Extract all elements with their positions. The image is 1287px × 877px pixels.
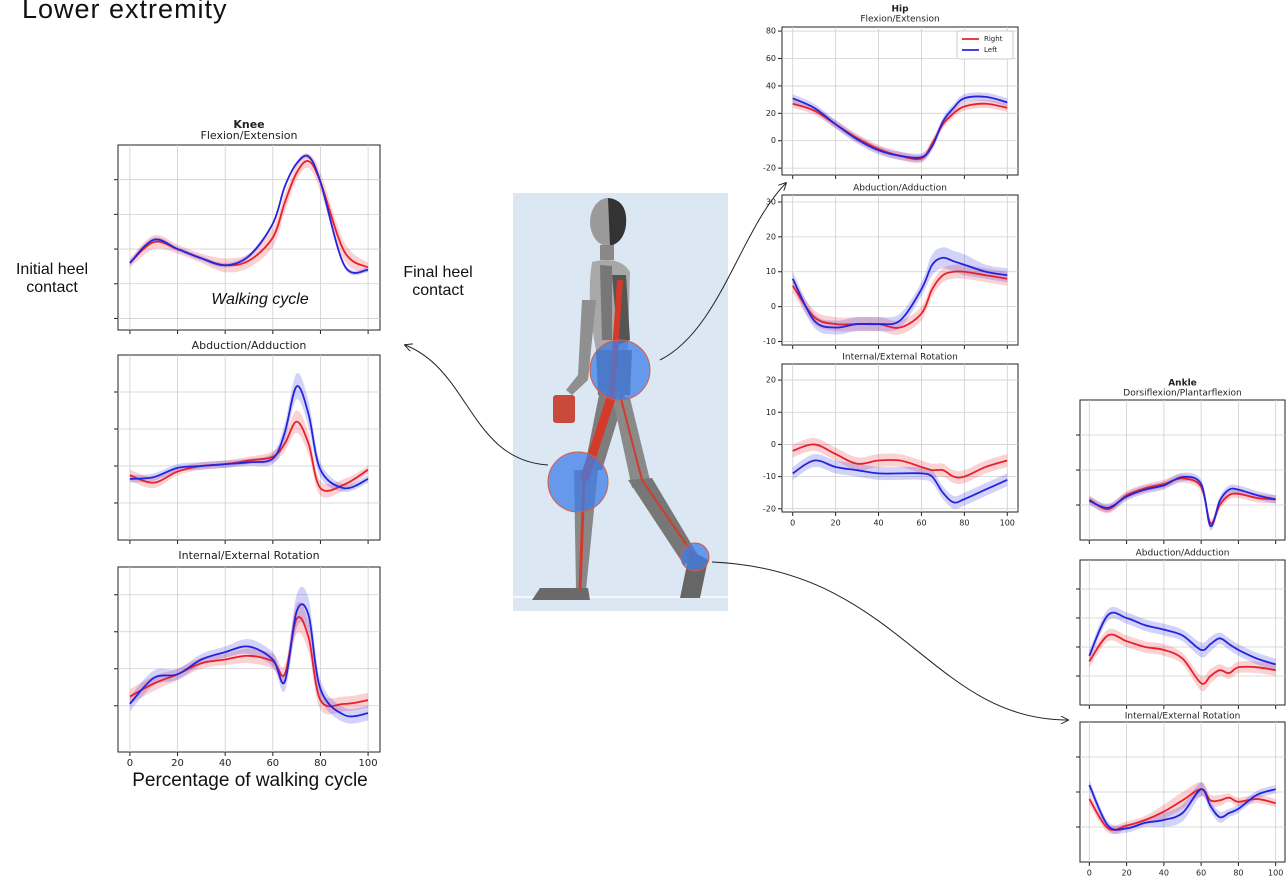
chart-title: Internal/External Rotation [1125,712,1241,722]
x-tick-label: 20 [171,758,184,769]
chart-title: Internal/External Rotation [842,353,958,363]
error-band [1089,782,1276,835]
x-tick-label: 60 [266,758,279,769]
series-line [1088,477,1276,525]
x-tick-label: 0 [790,519,795,528]
x-tick-label: 20 [1121,869,1131,877]
annotation: Walking cycle [211,291,309,308]
x-axis-label: Percentage of walking cycle [132,770,368,791]
error-band [129,154,369,273]
series-line [791,256,1008,329]
series-line [792,459,1008,504]
error-band [792,99,1008,164]
series-line [1088,611,1276,666]
chart-title: Abduction/Adduction [192,339,307,352]
error-band [129,372,369,492]
annotation: Initial heel contact [15,261,89,296]
y-tick-label: 10 [766,408,776,417]
error-band [129,586,369,724]
x-tick-label: 60 [916,519,926,528]
arrow [405,345,549,466]
legend [956,30,1014,60]
x-tick-label: 80 [959,519,969,528]
chart-subtitle: Flexion/Extension [201,129,298,142]
plot-area [117,566,381,753]
plot-area [781,363,1019,513]
series-line [791,270,1008,329]
y-tick-label: 80 [766,27,776,36]
series-line [1088,633,1276,685]
y-tick-label: 0 [771,136,776,145]
y-tick-label: 40 [766,81,776,90]
y-tick-label: -10 [763,472,776,481]
series-line [792,443,1008,479]
series-line [129,420,369,492]
legend-label: Right [984,35,1003,43]
chart-title: Ankle [1168,379,1197,389]
chart-title: Hip [891,5,909,15]
error-band [129,153,369,276]
y-tick-label: -20 [763,504,776,513]
y-tick-label: -20 [763,164,776,173]
y-tick-label: -10 [763,337,776,346]
x-tick-label: 40 [873,519,883,528]
y-tick-label: 20 [766,376,776,385]
chart-title: Knee [233,118,264,131]
plot-area [117,354,381,541]
chart-subtitle: Flexion/Extension [860,15,939,25]
mannequin [513,193,728,611]
x-tick-label: 100 [359,758,378,769]
plot-area [1079,559,1286,706]
chart-title: Abduction/Adduction [853,184,947,194]
x-tick-label: 0 [1087,869,1092,877]
error-band [1089,474,1276,528]
y-tick-label: 10 [766,267,776,276]
error-band [792,453,1008,510]
figure-title: Lower extremity [22,0,228,24]
series-line [129,385,369,490]
plot-area [117,144,381,331]
series-line [129,154,369,274]
x-tick-label: 100 [1000,519,1015,528]
arrow [711,561,1068,720]
x-tick-label: 40 [1159,869,1169,877]
y-tick-label: 20 [766,232,776,241]
error-band [1089,606,1276,671]
arrow [659,183,786,361]
y-tick-label: 0 [771,440,776,449]
error-band [792,247,1008,335]
series-line [1088,784,1276,831]
x-tick-label: 80 [1233,869,1243,877]
x-tick-label: 40 [219,758,232,769]
chart-title: Internal/External Rotation [178,549,319,562]
x-tick-label: 80 [314,758,327,769]
x-tick-label: 100 [1268,869,1283,877]
series-line [129,603,369,718]
error-band [129,601,369,715]
y-tick-label: 20 [766,109,776,118]
x-tick-label: 0 [127,758,133,769]
x-tick-label: 20 [831,519,841,528]
error-band [1089,779,1276,835]
legend-label: Left [984,46,997,54]
y-tick-label: 30 [766,197,776,206]
series-line [1088,475,1276,527]
error-band [1089,472,1276,531]
series-line [792,95,1008,159]
y-tick-label: 60 [766,54,776,63]
chart-subtitle: Dorsiflexion/Plantarflexion [1123,389,1241,399]
chart-title: Abduction/Adduction [1136,549,1230,559]
y-tick-label: 0 [771,302,776,311]
annotation: Final heel contact [403,264,473,299]
error-band [792,92,1008,162]
x-tick-label: 60 [1196,869,1206,877]
